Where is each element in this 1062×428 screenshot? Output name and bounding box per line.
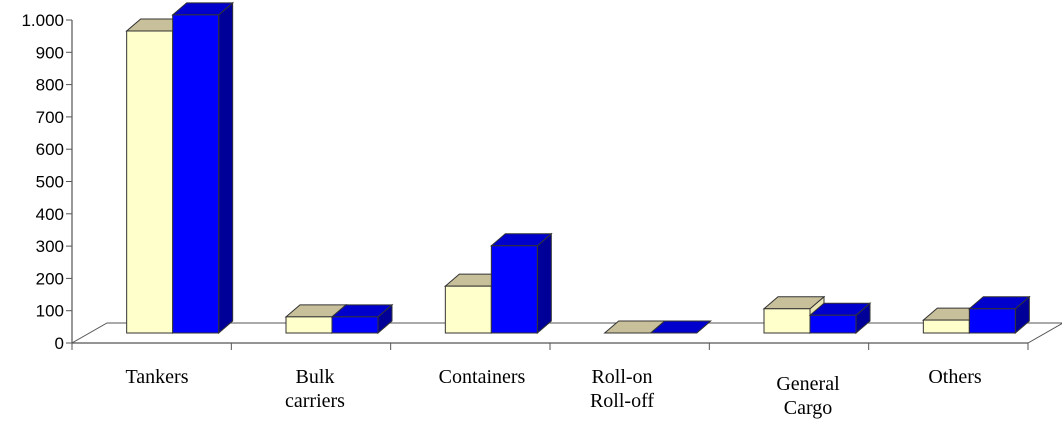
category-label: Tankers (125, 366, 188, 388)
y-tick-label: 200 (36, 269, 64, 288)
category-label: Others (928, 366, 982, 388)
y-tick-label: 100 (36, 302, 64, 321)
bar-front (172, 14, 220, 334)
y-tick-label: 500 (36, 173, 64, 192)
y-tick-label: 800 (36, 76, 64, 95)
y-tick-label: 700 (36, 108, 64, 127)
y-tick-label: 0 (55, 334, 64, 353)
bar (330, 303, 394, 335)
bar-front (922, 319, 970, 334)
bar (808, 302, 872, 335)
bar (649, 320, 713, 334)
bar-front (126, 30, 174, 334)
y-tick-label: 1.000 (21, 11, 64, 30)
y-tick-label: 300 (36, 237, 64, 256)
category-label: Containers (439, 366, 526, 388)
bar-side (218, 1, 234, 335)
bar (489, 232, 553, 335)
category-labels: Tankers Bulk carriers Containers Roll-on Roll… (125, 366, 981, 419)
y-axis-ticks: 0 100 200 300 400 500 600 700 800 900 1.000 (21, 11, 72, 353)
y-tick-label: 600 (36, 140, 64, 159)
bar-front (809, 314, 857, 334)
bar-front (968, 308, 1016, 334)
bar-front (490, 245, 538, 334)
y-tick-label: 900 (36, 43, 64, 62)
category-label: General Cargo (776, 373, 840, 419)
bar-side (536, 232, 552, 335)
bar-top (649, 320, 713, 334)
category-label: Bulk carriers (285, 366, 345, 412)
bar (171, 1, 235, 335)
bar-front (444, 285, 492, 334)
bar-front (763, 308, 811, 334)
bar-front (331, 316, 379, 334)
chart-bars (125, 1, 1031, 335)
category-label: Roll-on Roll-off (590, 366, 654, 412)
bar (967, 295, 1031, 335)
y-tick-label: 400 (36, 205, 64, 224)
bar-front (285, 316, 333, 334)
